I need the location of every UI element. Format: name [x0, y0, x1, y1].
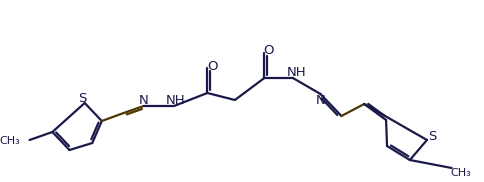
Text: N: N	[316, 94, 325, 106]
Text: S: S	[428, 130, 437, 143]
Text: CH₃: CH₃	[0, 136, 20, 146]
Text: NH: NH	[287, 66, 306, 78]
Text: N: N	[139, 94, 149, 106]
Text: O: O	[207, 60, 217, 74]
Text: S: S	[77, 92, 86, 106]
Text: NH: NH	[166, 94, 186, 106]
Text: CH₃: CH₃	[451, 168, 471, 178]
Text: O: O	[263, 45, 273, 58]
